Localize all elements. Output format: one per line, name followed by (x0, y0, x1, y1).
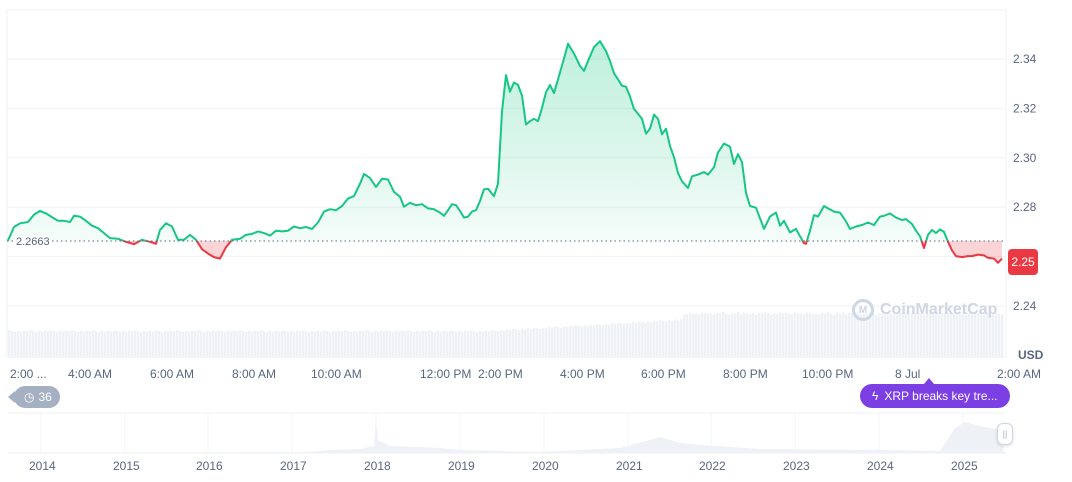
svg-text:2.28: 2.28 (1013, 200, 1037, 214)
svg-text:8:00 AM: 8:00 AM (232, 367, 276, 381)
svg-text:8 Jul: 8 Jul (895, 367, 920, 381)
y-axis: 2.34 2.32 2.30 2.28 2.24 (1013, 52, 1037, 313)
svg-text:2:00 ...: 2:00 ... (10, 367, 47, 381)
svg-text:2023: 2023 (783, 459, 810, 473)
svg-text:2016: 2016 (196, 459, 223, 473)
svg-text:2.32: 2.32 (1013, 101, 1037, 115)
svg-text:12:00 PM: 12:00 PM (420, 367, 471, 381)
svg-text:2019: 2019 (448, 459, 475, 473)
history-count: 36 (38, 390, 52, 404)
svg-text:2020: 2020 (532, 459, 559, 473)
history-events-badge[interactable]: ◷ 36 (8, 386, 60, 408)
svg-text:2:00 PM: 2:00 PM (478, 367, 523, 381)
news-headline: XRP breaks key tre... (884, 389, 998, 403)
coinmarketcap-logo-icon: M (852, 299, 874, 321)
watermark-text: CoinMarketCap (880, 301, 998, 318)
currency-label: USD (1018, 348, 1044, 362)
svg-text:8:00 PM: 8:00 PM (723, 367, 768, 381)
volume-bars (8, 312, 1004, 358)
time-navigator[interactable]: 2014 2015 2016 2017 2018 2019 2020 2021 2022 2023… (7, 412, 1006, 473)
navigator-drag-handle[interactable]: || (997, 423, 1013, 445)
svg-text:10:00 PM: 10:00 PM (802, 367, 853, 381)
svg-text:2:00 AM: 2:00 AM (997, 367, 1041, 381)
svg-text:2017: 2017 (280, 459, 307, 473)
svg-text:2.30: 2.30 (1013, 151, 1037, 165)
svg-text:2014: 2014 (29, 459, 56, 473)
svg-text:4:00 PM: 4:00 PM (560, 367, 605, 381)
reference-price-label: 2.2663 (14, 236, 52, 248)
svg-text:2.24: 2.24 (1013, 299, 1037, 313)
lightning-icon: ϟ (872, 389, 879, 403)
svg-text:10:00 AM: 10:00 AM (311, 367, 362, 381)
x-axis[interactable]: 2:00 ... 4:00 AM 6:00 AM 8:00 AM 10:00 AM 12:… (10, 367, 1041, 381)
current-price-badge: 2.25 (1008, 249, 1038, 275)
svg-text:2021: 2021 (616, 459, 643, 473)
svg-text:2025: 2025 (951, 459, 978, 473)
history-clock-icon: ◷ (24, 390, 35, 404)
svg-text:2018: 2018 (364, 459, 391, 473)
svg-text:2.34: 2.34 (1013, 52, 1037, 66)
svg-text:2024: 2024 (867, 459, 894, 473)
svg-text:6:00 PM: 6:00 PM (641, 367, 686, 381)
svg-text:6:00 AM: 6:00 AM (150, 367, 194, 381)
svg-text:2015: 2015 (113, 459, 140, 473)
svg-text:4:00 AM: 4:00 AM (68, 367, 112, 381)
price-area (7, 40, 1003, 264)
news-event-pill[interactable]: ϟ XRP breaks key tre... (860, 378, 1010, 408)
svg-text:2022: 2022 (699, 459, 726, 473)
coinmarketcap-watermark: M CoinMarketCap (852, 299, 997, 321)
